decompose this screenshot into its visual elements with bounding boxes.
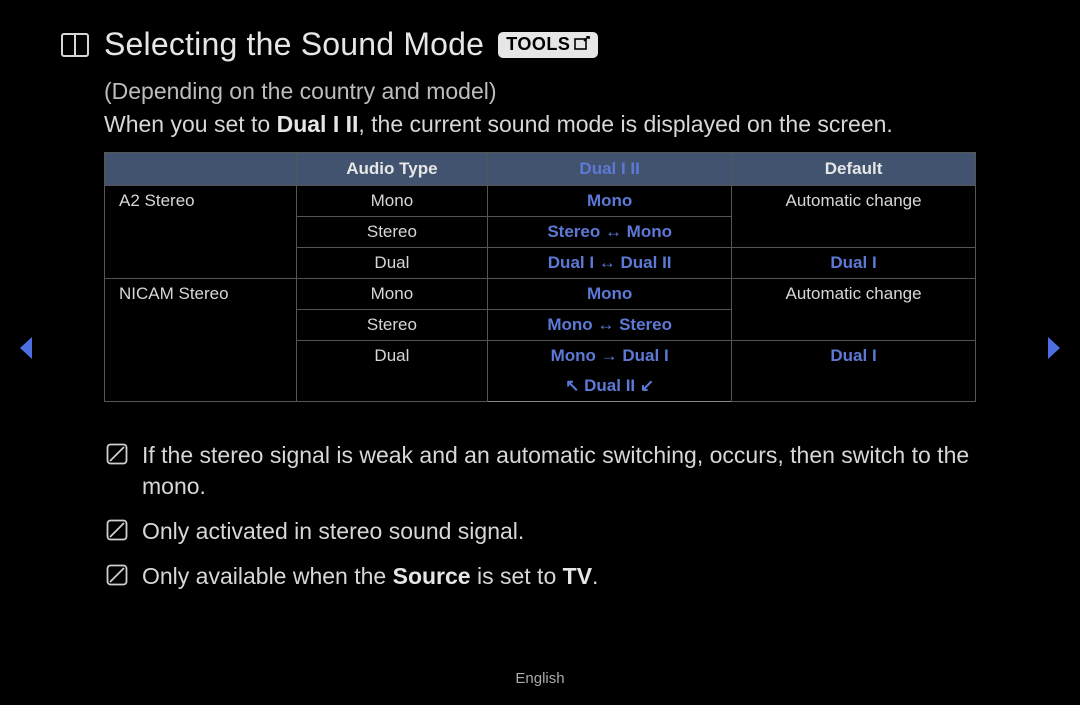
cell-nicam-r3-def: Dual I <box>732 341 976 402</box>
cell-nicam-r1-dual: Mono <box>488 279 732 310</box>
th-dual: Dual I II <box>488 153 732 186</box>
note3-pre: Only available when the <box>142 563 393 589</box>
note-text-2: Only activated in stereo sound signal. <box>142 516 524 547</box>
cell-nicam-r3-audio: Dual <box>296 341 488 402</box>
cell-a2-label: A2 Stereo <box>105 186 297 279</box>
subtitle-text: (Depending on the country and model) <box>104 78 976 105</box>
page: Selecting the Sound Mode TOOLS (Dependin… <box>0 0 1080 705</box>
body: (Depending on the country and model) Whe… <box>104 78 976 402</box>
note-row: Only activated in stereo sound signal. <box>104 516 976 547</box>
th-audio-type: Audio Type <box>296 153 488 186</box>
cell-nicam-r3-dual-l2: ↖ Dual II ↙ <box>488 371 732 402</box>
table-row: NICAM Stereo Mono Mono Automatic change <box>105 279 976 310</box>
note-text-1: If the stereo signal is weak and an auto… <box>142 440 976 502</box>
cell-a2-r3-dual: Dual I ↔ Dual II <box>488 248 732 279</box>
note-icon <box>104 443 130 465</box>
note3-b2: TV <box>563 563 592 589</box>
tools-badge: TOOLS <box>498 32 598 58</box>
footer-language: English <box>0 670 1080 687</box>
note3-mid: is set to <box>471 563 563 589</box>
note-row: Only available when the Source is set to… <box>104 561 976 592</box>
cell-a2-r3-audio: Dual <box>296 248 488 279</box>
prev-page-arrow[interactable] <box>18 335 36 367</box>
note-icon <box>104 519 130 541</box>
desc-bold: Dual I II <box>277 111 359 137</box>
cell-nicam-r2-dual: Mono ↔ Stereo <box>488 310 732 341</box>
book-icon <box>60 32 90 58</box>
title-row: Selecting the Sound Mode TOOLS <box>60 26 1020 63</box>
sound-mode-table: Audio Type Dual I II Default A2 Stereo M… <box>104 152 976 402</box>
cell-nicam-label: NICAM Stereo <box>105 279 297 402</box>
cell-nicam-r1-audio: Mono <box>296 279 488 310</box>
note3-post: . <box>592 563 598 589</box>
page-title: Selecting the Sound Mode <box>104 26 484 63</box>
cell-a2-r1-audio: Mono <box>296 186 488 217</box>
cell-a2-r2-dual: Stereo ↔ Mono <box>488 217 732 248</box>
notes-section: If the stereo signal is weak and an auto… <box>104 440 976 606</box>
note-text-3: Only available when the Source is set to… <box>142 561 598 592</box>
th-blank <box>105 153 297 186</box>
desc-post: , the current sound mode is displayed on… <box>358 111 892 137</box>
cell-nicam-r2-audio: Stereo <box>296 310 488 341</box>
note3-b1: Source <box>393 563 471 589</box>
table-row: A2 Stereo Mono Mono Automatic change <box>105 186 976 217</box>
desc-pre: When you set to <box>104 111 277 137</box>
note-icon <box>104 564 130 586</box>
tools-popup-icon <box>574 34 590 55</box>
next-page-arrow[interactable] <box>1044 335 1062 367</box>
cell-a2-default-auto: Automatic change <box>732 186 976 248</box>
cell-a2-r2-audio: Stereo <box>296 217 488 248</box>
tools-badge-label: TOOLS <box>506 34 570 55</box>
description-text: When you set to Dual I II, the current s… <box>104 111 976 138</box>
cell-nicam-r3-dual-l1: Mono → Dual I <box>488 341 732 372</box>
cell-nicam-def-auto: Automatic change <box>732 279 976 341</box>
cell-a2-r1-dual: Mono <box>488 186 732 217</box>
note-row: If the stereo signal is weak and an auto… <box>104 440 976 502</box>
cell-a2-r3-def: Dual I <box>732 248 976 279</box>
table-header-row: Audio Type Dual I II Default <box>105 153 976 186</box>
th-default: Default <box>732 153 976 186</box>
